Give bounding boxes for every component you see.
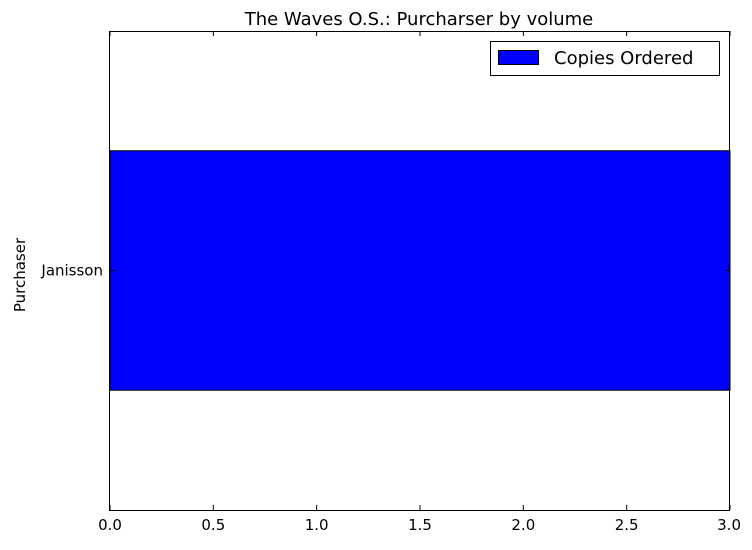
- x-tick-label: 1.5: [408, 516, 432, 534]
- x-tick-label: 2.0: [511, 516, 535, 534]
- y-tick-label: Janisson: [40, 262, 103, 280]
- legend: Copies Ordered: [490, 41, 720, 76]
- plot-frame: [109, 31, 730, 511]
- ticks-layer: Janisson 0.0 0.5 1.0 1.5 2.0 2.5 3.0: [40, 31, 741, 534]
- y-axis-label: Purchaser: [11, 237, 29, 312]
- x-tick-label: 1.0: [305, 516, 329, 534]
- legend-swatch: [498, 50, 539, 65]
- bars-layer: [109, 150, 731, 391]
- x-tick-label: 0.0: [98, 516, 122, 534]
- x-tick-label: 3.0: [717, 516, 741, 534]
- chart-title: The Waves O.S.: Purcharser by volume: [244, 9, 594, 30]
- bar: [109, 150, 731, 391]
- x-tick-label: 2.5: [615, 516, 639, 534]
- x-tick-label: 0.5: [201, 516, 225, 534]
- legend-label: Copies Ordered: [554, 48, 693, 69]
